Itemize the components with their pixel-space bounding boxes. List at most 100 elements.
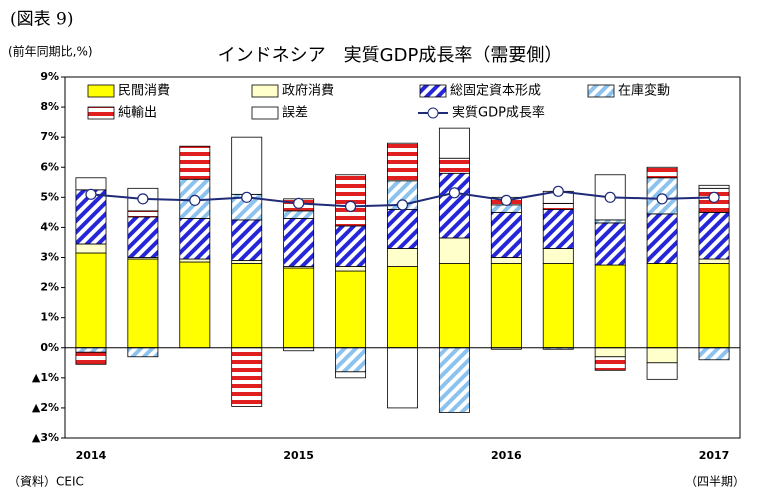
y-tick-label: 3% bbox=[40, 251, 59, 264]
bar-segment bbox=[335, 266, 367, 272]
gdp-point bbox=[448, 187, 461, 199]
legend-swatch bbox=[419, 84, 447, 98]
bar-segment bbox=[698, 347, 730, 361]
chart-title: インドネシア 実質GDP成長率（需要側） bbox=[218, 45, 563, 66]
y-tick-label: 0% bbox=[40, 341, 59, 354]
bar-segment bbox=[438, 172, 470, 239]
bar-segment bbox=[387, 208, 418, 249]
bar-segment bbox=[387, 142, 418, 182]
bar-segment bbox=[179, 217, 211, 260]
bar-segment bbox=[698, 184, 730, 189]
bar-segment bbox=[283, 267, 315, 349]
y-tick-label: ▲1% bbox=[32, 371, 59, 384]
legend-marker bbox=[427, 107, 439, 119]
bar-segment bbox=[594, 222, 626, 266]
bar-segment bbox=[75, 243, 107, 254]
legend-label: 在庫変動 bbox=[618, 83, 670, 99]
bar-segment bbox=[335, 371, 367, 379]
legend-swatch bbox=[251, 106, 279, 120]
gdp-point bbox=[396, 199, 409, 211]
bar-segment bbox=[542, 248, 574, 264]
source: （資料）CEIC bbox=[8, 475, 84, 489]
bar-segment bbox=[335, 174, 367, 227]
bar-segment bbox=[438, 127, 470, 159]
bar-segment bbox=[75, 347, 107, 353]
bar-segment bbox=[438, 347, 470, 413]
gdp-point bbox=[656, 193, 668, 205]
gdp-point bbox=[293, 197, 305, 209]
bar-segment bbox=[179, 258, 211, 263]
bar-segment bbox=[646, 347, 678, 364]
y-tick-label: 4% bbox=[40, 220, 59, 233]
legend-label: 純輸出 bbox=[118, 106, 157, 121]
bar-segment bbox=[387, 347, 418, 409]
bar-segment bbox=[698, 263, 730, 349]
bar-segment bbox=[231, 347, 263, 407]
bar-segment bbox=[127, 347, 159, 358]
bar-segment bbox=[387, 248, 418, 267]
gdp-point bbox=[241, 191, 253, 203]
y-tick-label: 1% bbox=[40, 311, 59, 324]
bar-segment bbox=[179, 261, 211, 349]
bar-segment bbox=[490, 211, 522, 258]
bar-segment bbox=[75, 177, 107, 191]
bar-segment bbox=[646, 213, 678, 264]
gdp-point bbox=[552, 185, 564, 197]
y-tick-label: 5% bbox=[40, 190, 59, 203]
gdp-point bbox=[85, 188, 97, 200]
bar-segment bbox=[179, 145, 211, 180]
bar-segment bbox=[542, 202, 574, 210]
legend-swatch bbox=[87, 106, 115, 120]
x-tick-label: 2015 bbox=[283, 449, 314, 462]
bar-segment bbox=[594, 356, 626, 371]
gdp-point bbox=[137, 193, 149, 205]
bar-segment bbox=[438, 157, 470, 174]
bar-segment bbox=[75, 351, 107, 365]
y-tick-label: 8% bbox=[40, 100, 59, 113]
bar-segment bbox=[698, 211, 730, 260]
gdp-point bbox=[500, 194, 512, 206]
bar-segment bbox=[127, 210, 159, 218]
gdp-point bbox=[708, 191, 720, 203]
bar-segment bbox=[646, 263, 678, 349]
legend-label: 誤差 bbox=[282, 105, 308, 121]
bar-segment bbox=[335, 225, 367, 267]
y-tick-label: ▲3% bbox=[32, 431, 59, 444]
bar-segment bbox=[127, 258, 159, 349]
bar-segment bbox=[387, 266, 418, 349]
bar-segment bbox=[335, 270, 367, 349]
bar-segment bbox=[75, 252, 107, 349]
bar-segment bbox=[594, 347, 626, 358]
bar-segment bbox=[231, 136, 263, 195]
x-tick-label: 2014 bbox=[76, 449, 107, 462]
bar-segment bbox=[335, 347, 367, 373]
gdp-point bbox=[189, 194, 201, 206]
bar-segment bbox=[231, 263, 263, 349]
bar-segment bbox=[646, 362, 678, 380]
bar-segment bbox=[283, 210, 315, 219]
legend-swatch bbox=[587, 84, 615, 98]
bar-segment bbox=[283, 217, 315, 267]
x-tick-label: 2016 bbox=[491, 449, 522, 462]
bar-segment bbox=[542, 263, 574, 349]
bar-segment bbox=[542, 208, 574, 249]
bar-segment bbox=[490, 204, 522, 213]
bar-segment bbox=[594, 219, 626, 224]
gdp-point bbox=[604, 191, 616, 203]
bar-segment bbox=[646, 166, 678, 179]
bar-segment bbox=[594, 264, 626, 349]
figure-label: (図表 9) bbox=[10, 10, 73, 30]
gdp-point bbox=[344, 200, 357, 212]
legend-swatch bbox=[251, 84, 279, 98]
y-tick-label: 9% bbox=[40, 70, 59, 83]
legend-label: 政府消費 bbox=[282, 84, 334, 99]
x-tick-label: 2017 bbox=[699, 449, 730, 462]
x-axis-label: （四半期） bbox=[685, 475, 745, 489]
legend-swatch bbox=[87, 84, 115, 98]
bar-segment bbox=[438, 263, 470, 349]
bar-segment bbox=[490, 263, 522, 349]
y-axis-label: (前年同期比,%) bbox=[8, 44, 93, 59]
bar-segment bbox=[438, 237, 470, 264]
bar-segment bbox=[127, 216, 159, 258]
